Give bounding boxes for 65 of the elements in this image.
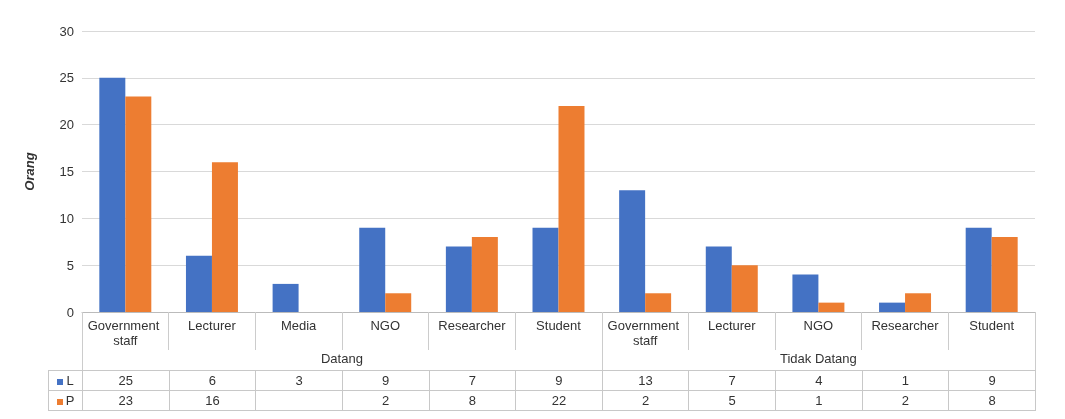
y-axis-title: Orang: [22, 152, 37, 191]
data-label: 25: [82, 370, 170, 391]
bar: [705, 246, 732, 312]
bar: [125, 96, 152, 312]
text: Datang: [319, 351, 364, 366]
data-label: 8: [429, 390, 516, 411]
y-tick-label: 20: [59, 117, 74, 133]
y-tick-label: 5: [66, 257, 74, 273]
x-tick-label: Researcher: [871, 318, 940, 333]
data-label: 3: [255, 370, 343, 391]
x-tick-label: NGO: [370, 318, 401, 333]
legend-label: P: [48, 390, 83, 411]
bar: [471, 237, 498, 312]
data-label: 16: [169, 390, 256, 411]
x-tick-label: NGO: [803, 318, 834, 333]
bar: [445, 246, 472, 312]
bar: [879, 302, 906, 312]
bar: [645, 293, 672, 312]
x-tick-label: Government staff: [87, 318, 163, 348]
bar: [532, 227, 559, 312]
legend-label: L: [48, 370, 83, 391]
y-tick-label: 15: [59, 164, 74, 179]
bar: [211, 162, 238, 312]
y-tick-label: 0: [66, 304, 74, 320]
data-label: 9: [515, 370, 603, 391]
y-tick-label: 10: [59, 210, 74, 226]
data-label: 6: [169, 370, 256, 391]
bar: [905, 293, 932, 312]
bar: [991, 237, 1018, 312]
data-label: 4: [775, 370, 863, 391]
bar: [792, 274, 819, 312]
x-tick-label: Lecturer: [707, 318, 757, 333]
bar: [965, 227, 992, 312]
bar: [558, 105, 585, 312]
bar: [99, 77, 126, 312]
data-label: 22: [515, 390, 603, 411]
data-label: 7: [429, 370, 516, 391]
bar: [272, 283, 299, 312]
y-tick-label: 25: [59, 70, 74, 86]
bar: [385, 293, 412, 312]
x-tick-label: Student: [969, 318, 1015, 333]
x-tick-label: Student: [536, 318, 582, 333]
data-label: 9: [948, 370, 1036, 391]
data-label: 2: [602, 390, 689, 411]
data-label: 13: [602, 370, 689, 391]
text: Tidak Datang: [778, 351, 858, 366]
bar: [185, 255, 212, 312]
x-tick-label: Lecturer: [188, 318, 237, 333]
bar: [731, 265, 758, 312]
bar: [818, 302, 845, 312]
data-label: 23: [82, 390, 170, 411]
data-label: 8: [948, 390, 1036, 411]
data-label: 2: [342, 390, 429, 411]
data-label: 9: [342, 370, 429, 391]
data-label: 1: [775, 390, 863, 411]
data-label: 1: [862, 370, 949, 391]
data-label: 7: [688, 370, 776, 391]
bar: [359, 227, 386, 312]
bar: [619, 190, 646, 312]
y-tick-label: 30: [59, 23, 74, 39]
x-tick-label: Government staff: [607, 318, 683, 348]
data-label: 5: [688, 390, 776, 411]
x-tick-label: Researcher: [438, 318, 507, 333]
data-label: 2: [862, 390, 949, 411]
x-tick-label: Media: [280, 318, 318, 333]
